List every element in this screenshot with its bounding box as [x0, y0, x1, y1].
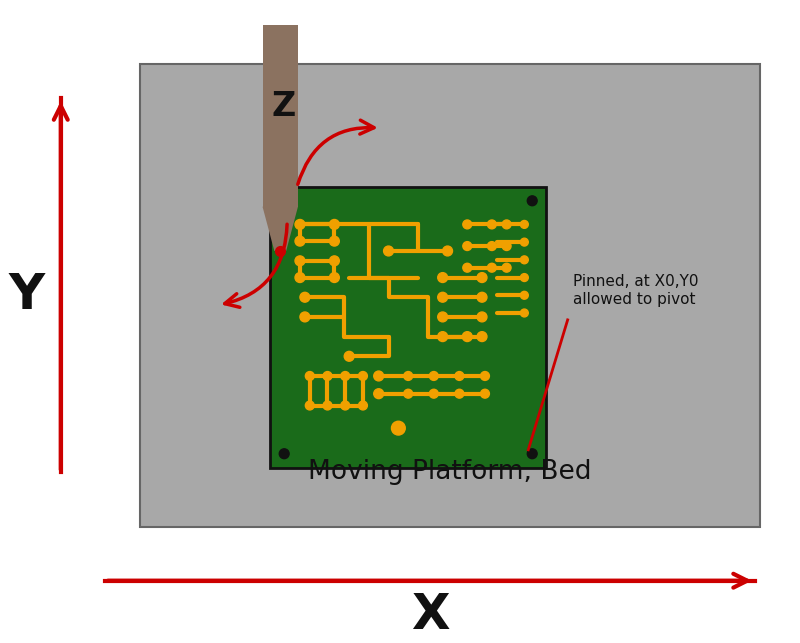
Circle shape: [306, 372, 314, 381]
Text: Y: Y: [8, 271, 44, 320]
Circle shape: [442, 246, 453, 256]
Circle shape: [306, 401, 314, 410]
Bar: [262, 24, 298, 206]
Circle shape: [404, 389, 413, 398]
Circle shape: [521, 221, 528, 228]
Circle shape: [358, 401, 367, 410]
Circle shape: [330, 256, 339, 266]
Circle shape: [521, 256, 528, 264]
Circle shape: [383, 246, 394, 256]
Circle shape: [477, 332, 487, 341]
Circle shape: [404, 372, 413, 381]
Text: Pinned, at X0,Y0
allowed to pivot: Pinned, at X0,Y0 allowed to pivot: [573, 274, 698, 307]
Text: Z: Z: [271, 90, 295, 123]
Polygon shape: [262, 206, 298, 251]
Circle shape: [477, 273, 487, 282]
Circle shape: [341, 372, 350, 381]
Circle shape: [374, 389, 383, 399]
Circle shape: [487, 242, 496, 251]
Circle shape: [279, 196, 289, 206]
Circle shape: [487, 220, 496, 229]
Circle shape: [330, 273, 339, 282]
Bar: [139, 64, 759, 527]
Circle shape: [462, 332, 472, 341]
Circle shape: [430, 389, 438, 398]
Bar: [270, 187, 546, 467]
Circle shape: [341, 401, 350, 410]
Circle shape: [330, 219, 339, 230]
Circle shape: [323, 401, 332, 410]
Circle shape: [295, 256, 305, 266]
Circle shape: [438, 312, 447, 322]
Text: Moving Platform, Bed: Moving Platform, Bed: [308, 460, 591, 485]
Circle shape: [279, 449, 289, 458]
Circle shape: [477, 312, 487, 322]
Circle shape: [358, 372, 367, 381]
Circle shape: [300, 293, 310, 302]
Circle shape: [463, 220, 472, 229]
Circle shape: [455, 372, 464, 381]
Circle shape: [330, 236, 339, 246]
Circle shape: [438, 273, 447, 282]
Circle shape: [502, 263, 511, 272]
Circle shape: [521, 309, 528, 317]
Circle shape: [463, 263, 472, 272]
Circle shape: [295, 219, 305, 230]
Circle shape: [300, 312, 310, 322]
Circle shape: [374, 371, 383, 381]
Circle shape: [477, 293, 487, 302]
Circle shape: [521, 291, 528, 299]
Circle shape: [502, 242, 511, 251]
Circle shape: [344, 351, 354, 361]
Text: X: X: [410, 591, 449, 639]
Circle shape: [527, 449, 537, 458]
Circle shape: [487, 263, 496, 272]
Circle shape: [481, 372, 490, 381]
Circle shape: [391, 421, 406, 435]
Circle shape: [455, 389, 464, 398]
Circle shape: [521, 274, 528, 282]
Circle shape: [295, 273, 305, 282]
Circle shape: [527, 196, 537, 206]
Circle shape: [481, 389, 490, 398]
Circle shape: [438, 293, 447, 302]
Circle shape: [521, 238, 528, 246]
Circle shape: [502, 220, 511, 229]
Circle shape: [323, 372, 332, 381]
Circle shape: [430, 372, 438, 381]
Circle shape: [438, 332, 447, 341]
Circle shape: [463, 242, 472, 251]
Circle shape: [295, 236, 305, 246]
